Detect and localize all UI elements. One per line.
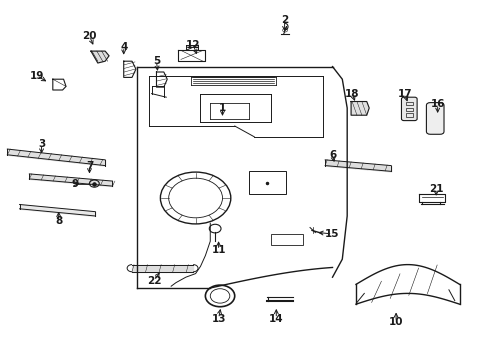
Polygon shape <box>91 51 109 63</box>
Text: 5: 5 <box>153 56 160 66</box>
Text: 16: 16 <box>429 99 444 109</box>
Text: 21: 21 <box>428 184 443 194</box>
Text: 18: 18 <box>344 89 359 99</box>
Text: 15: 15 <box>325 229 339 239</box>
Text: 10: 10 <box>388 317 403 327</box>
Bar <box>249 171 285 194</box>
Bar <box>271 234 303 245</box>
Bar <box>405 108 412 111</box>
FancyBboxPatch shape <box>401 97 416 121</box>
Text: 1: 1 <box>219 103 225 113</box>
Text: 9: 9 <box>71 179 78 189</box>
Polygon shape <box>350 102 368 115</box>
Text: 6: 6 <box>328 150 335 160</box>
Text: 2: 2 <box>281 15 287 25</box>
Text: 17: 17 <box>397 89 411 99</box>
Text: 8: 8 <box>55 216 62 226</box>
Bar <box>405 102 412 105</box>
Text: 14: 14 <box>268 314 283 324</box>
Text: 4: 4 <box>120 42 127 52</box>
Text: 12: 12 <box>185 40 200 50</box>
FancyBboxPatch shape <box>426 103 443 134</box>
Bar <box>405 113 412 117</box>
Text: 13: 13 <box>211 314 225 324</box>
Text: 20: 20 <box>82 31 97 41</box>
Text: 19: 19 <box>29 71 44 81</box>
Text: 3: 3 <box>38 139 45 149</box>
Text: 22: 22 <box>146 276 161 286</box>
Text: 7: 7 <box>85 161 93 171</box>
Text: 11: 11 <box>211 245 225 255</box>
